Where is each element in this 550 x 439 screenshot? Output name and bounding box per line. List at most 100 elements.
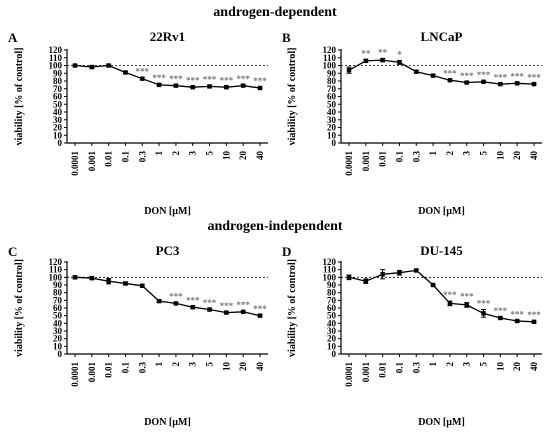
panel-b-data-point	[447, 78, 453, 83]
panel-c-y-tick-label: 80	[53, 288, 63, 298]
panel-c-x-tick-label: 10	[221, 362, 231, 372]
panel-d-x-tick-label: 0.0001	[344, 362, 354, 387]
panel-c-data-point	[140, 283, 145, 288]
panel-b-x-tick-label: 2	[445, 151, 455, 156]
panel-c-letter: C	[8, 244, 17, 259]
panel-c-x-tick-label: 0.3	[137, 362, 147, 374]
panel-c-data-point	[72, 275, 78, 280]
panel-b-x-tick-label: 0.0001	[344, 151, 354, 176]
panel-d-data-point	[414, 268, 419, 273]
panel-d-x-tick-label: 40	[529, 362, 539, 372]
panel-b-data-point	[397, 60, 402, 65]
panel-c-y-tick-label: 60	[53, 303, 63, 313]
panel-c-y-tick-label: 120	[49, 257, 63, 267]
panel-b-x-tick-label: 1	[428, 151, 438, 156]
panel-b-x-tick-label: 20	[512, 151, 522, 161]
panel-b-data-point	[414, 69, 419, 74]
panel-c-x-tick-label: 0.001	[87, 362, 97, 383]
panel-b-data-point	[481, 79, 486, 84]
panel-b-y-tick-label: 110	[323, 53, 337, 63]
panel-d-data-point	[363, 278, 369, 284]
panel-d-x-tick-label: 20	[512, 362, 522, 372]
panel-d-y-tick-label: 90	[327, 280, 337, 290]
panel-a-data-point	[207, 84, 212, 89]
panel-d-y-tick-label: 110	[323, 265, 337, 275]
panel-c-x-label: DON [µM]	[144, 417, 191, 428]
panel-c-x-tick-label: 2	[171, 362, 181, 367]
panel-a-y-tick-label: 0	[58, 138, 63, 148]
panel-d-x-tick-label: 0.001	[361, 362, 371, 383]
panel-b-significance-label: *	[397, 49, 402, 59]
panel-c-y-tick-label: 0	[58, 349, 63, 359]
panel-c-title: PC3	[156, 243, 180, 258]
panel-b-y-tick-label: 60	[327, 92, 337, 102]
panel-b-significance-label: **	[378, 48, 388, 58]
panel-b-y-tick-label: 20	[327, 123, 337, 133]
panel-d-data-point	[481, 311, 486, 316]
panel-a-title: 22Rv1	[150, 29, 185, 44]
panel-c-significance-label: ***	[169, 292, 183, 302]
panel-a-data-point	[257, 85, 263, 91]
panel-b-significance-label: ***	[443, 68, 457, 78]
panel-d-y-tick-label: 120	[323, 257, 337, 267]
panel-b-y-tick-label: 40	[327, 107, 337, 117]
panel-b-x-tick-label: 40	[529, 151, 539, 161]
panel-c-x-tick-label: 5	[205, 362, 215, 367]
panel-a-x-tick-label: 3	[188, 151, 198, 156]
panel-d-x-tick-label: 5	[479, 362, 489, 367]
panel-b-x-label: DON [µM]	[418, 206, 465, 217]
panel-d-significance-label: ***	[494, 306, 508, 316]
panel-d-y-tick-label: 20	[327, 334, 337, 344]
panel-d-data-point	[447, 301, 453, 306]
panel-b-series-line	[348, 59, 535, 85]
panel-a-data-point	[89, 64, 95, 70]
panel-a-x-tick-label: 40	[255, 151, 265, 161]
panel-c-data-point	[207, 307, 212, 312]
panel-d-y-label: viability [% of control]	[287, 259, 298, 357]
panel-b-data-point	[380, 57, 385, 63]
panel-d-y-tick-label: 40	[327, 318, 337, 328]
panel-b-y-tick-label: 70	[327, 84, 337, 94]
panel-a-data-point	[106, 63, 111, 68]
panel-a-x-tick-label: 10	[221, 151, 231, 161]
panel-b-x-tick-label: 0.1	[394, 151, 404, 163]
panel-a-x-tick-label: 0.001	[87, 151, 97, 172]
panel-b-data-point	[464, 80, 469, 85]
panel-a-data-point	[173, 83, 179, 88]
panel-b-significance-label: ***	[494, 72, 508, 82]
panel-d-x-tick-label: 0.3	[411, 362, 421, 374]
panel-a-x-tick-label: 2	[171, 151, 181, 156]
panel-b-x-tick-label: 0.3	[411, 151, 421, 163]
panel-c-y-tick-label: 30	[53, 326, 63, 336]
panel-a-x-tick-label: 0.3	[137, 151, 147, 163]
panel-c-significance-label: ***	[203, 298, 217, 308]
panel-c-series-line	[74, 276, 261, 317]
panel-a-y-tick-label: 20	[53, 123, 63, 133]
panel-c-significance-label: ***	[220, 301, 234, 311]
panel-b-x-tick-label: 0.01	[378, 151, 388, 167]
panel-d-significance-label: ***	[443, 290, 457, 300]
panel-c-x-tick-label: 0.0001	[70, 362, 80, 387]
panel-a-x-tick-label: 20	[238, 151, 248, 161]
panel-c-y-tick-label: 100	[49, 272, 63, 282]
panel-c-y-tick-label: 10	[53, 341, 63, 351]
panel-b-y-tick-label: 10	[327, 130, 337, 140]
panel-b-x-tick-label: 10	[495, 151, 505, 161]
panel-b-data-point	[430, 73, 436, 78]
panel-d-data-point	[531, 319, 537, 324]
panel-b-significance-label: ***	[527, 72, 541, 82]
panel-d-data-point	[514, 318, 520, 324]
panel-d-significance-label: ***	[527, 310, 541, 320]
panel-c-x-tick-label: 3	[188, 362, 198, 367]
panel-d-x-tick-label: 0.1	[394, 362, 404, 374]
panel-c-x-tick-label: 1	[154, 362, 164, 367]
panel-a-y-tick-label: 30	[53, 115, 63, 125]
panel-a-y-tick-label: 90	[53, 68, 63, 78]
panel-c-y-label: viability [% of control]	[14, 259, 25, 357]
panel-d-data-point	[397, 270, 402, 275]
panel-a-significance-label: ***	[253, 76, 267, 86]
panel-b-data-point	[363, 58, 369, 64]
panel-a-letter: A	[8, 30, 18, 45]
panel-a-x-tick-label: 0.1	[120, 151, 130, 163]
